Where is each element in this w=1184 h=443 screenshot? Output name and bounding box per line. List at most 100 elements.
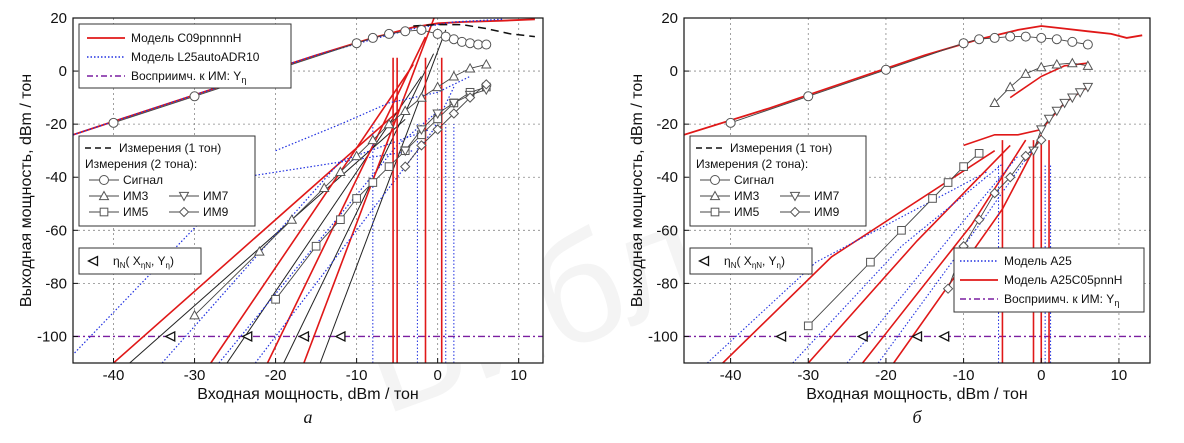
legend-meas-1tone: Измерения (1 тон) [730,141,832,155]
data-point [417,25,426,34]
data-point [1006,32,1015,41]
x-tick-label: -20 [875,367,897,384]
panel-label: б [912,407,922,427]
legend-entry-label: Модель A25C05pnnH [1004,273,1122,287]
y-tick-label: 20 [661,10,678,27]
data-point [1052,35,1061,44]
data-point [401,27,410,36]
data-point [975,35,984,44]
x-tick-label: 10 [1111,367,1128,384]
legend-eta-part: ) [170,254,174,268]
legend-subscript: ηN [752,261,762,270]
data-point [368,33,377,42]
x-axis-label: Входная мощность, dBm / тон [806,386,1028,403]
legend-meas-label: ИМ3 [734,189,760,203]
x-tick-label: -40 [720,367,742,384]
legend-entry-label: Модель C09pnnnnH [131,31,241,45]
legend-meas-label: ИМ7 [814,189,840,203]
data-point [975,150,983,158]
data-point [352,39,361,48]
data-point [482,40,491,49]
legend-meas-label: Сигнал [123,173,163,187]
legend-meas-label: ИМ5 [123,205,149,219]
data-point [353,195,361,203]
legend-meas-1tone: Измерения (1 тон) [119,141,221,155]
data-point [804,322,812,330]
data-point [881,65,890,74]
legend-subscript: η [1114,298,1119,308]
legend-eta-part: , Y [151,254,165,268]
x-tick-label: -30 [184,367,206,384]
data-point [385,29,394,38]
panel-label: а [304,407,313,427]
y-tick-label: -40 [656,169,678,186]
y-tick-label: -20 [45,116,67,133]
legend-eta-part: , Y [762,254,776,268]
legend-meas-label: ИМ9 [203,205,229,219]
data-point [457,37,466,46]
x-tick-label: -10 [953,367,975,384]
y-tick-label: -80 [45,275,67,292]
y-tick-label: -80 [656,275,678,292]
legend-eta-part: ( X [736,254,751,268]
x-tick-label: 10 [510,367,527,384]
y-tick-label: -100 [37,328,67,345]
data-point [369,179,377,187]
data-point [1037,33,1046,42]
y-axis-label: Выходная мощность, dBm / тон [629,74,646,307]
legend-meas-2tone: Измерения (2 тона): [85,157,197,171]
data-point [959,39,968,48]
x-tick-label: -10 [346,367,368,384]
legend-eta-part: ) [781,254,785,268]
data-point [109,118,118,127]
y-tick-label: -20 [656,116,678,133]
data-point [385,163,393,171]
data-point [466,39,475,48]
data-point [1083,40,1092,49]
legend-eta-part: ( X [125,254,140,268]
y-tick-label: 20 [50,10,67,27]
legend-meas-label: ИМ7 [203,189,229,203]
x-tick-label: -40 [103,367,125,384]
y-tick-label: 0 [59,63,67,80]
legend-marker [100,176,109,185]
legend-subscript: ηN [141,261,151,270]
x-tick-label: -20 [265,367,287,384]
data-point [190,92,199,101]
y-tick-label: -60 [45,222,67,239]
data-point [1021,32,1030,41]
legend-entry-label: Восприимч. к ИМ: Yη [131,69,246,85]
y-tick-label: -100 [648,328,678,345]
legend-meas-2tone: Измерения (2 тона): [696,157,808,171]
legend-meas-label: Сигнал [734,173,774,187]
data-point [867,258,875,266]
legend-marker [100,208,108,216]
legend-meas-label: ИМ5 [734,205,760,219]
data-point [898,226,906,234]
data-point [1068,37,1077,46]
legend-meas-label: ИМ9 [814,205,840,219]
legend-entry-label: Модель L25autoADR10 [131,50,260,64]
data-point [929,195,937,203]
data-point [337,216,345,224]
y-axis-label: Выходная мощность, dBm / тон [18,74,35,307]
data-point [312,242,320,250]
x-tick-label: 0 [1037,367,1045,384]
data-point [990,33,999,42]
legend-entry-label: Восприимч. к ИМ: Yη [1004,292,1119,308]
y-tick-label: -60 [656,222,678,239]
legend-marker [711,208,719,216]
legend-marker [711,176,720,185]
chart-panel-b: -40 -30 -20 -10 0 10200-20-40-60-80-100Входна… [629,10,1150,427]
data-point [804,92,813,101]
x-axis-label: Входная мощность, dBm / тон [197,386,419,403]
legend-meas-label: ИМ3 [123,189,149,203]
data-point [944,179,952,187]
legend-subscript: η [241,75,246,85]
y-tick-label: -40 [45,169,67,186]
y-tick-label: 0 [670,63,678,80]
legend-entry-label: Модель A25 [1004,254,1072,268]
data-point [272,295,280,303]
data-point [726,118,735,127]
